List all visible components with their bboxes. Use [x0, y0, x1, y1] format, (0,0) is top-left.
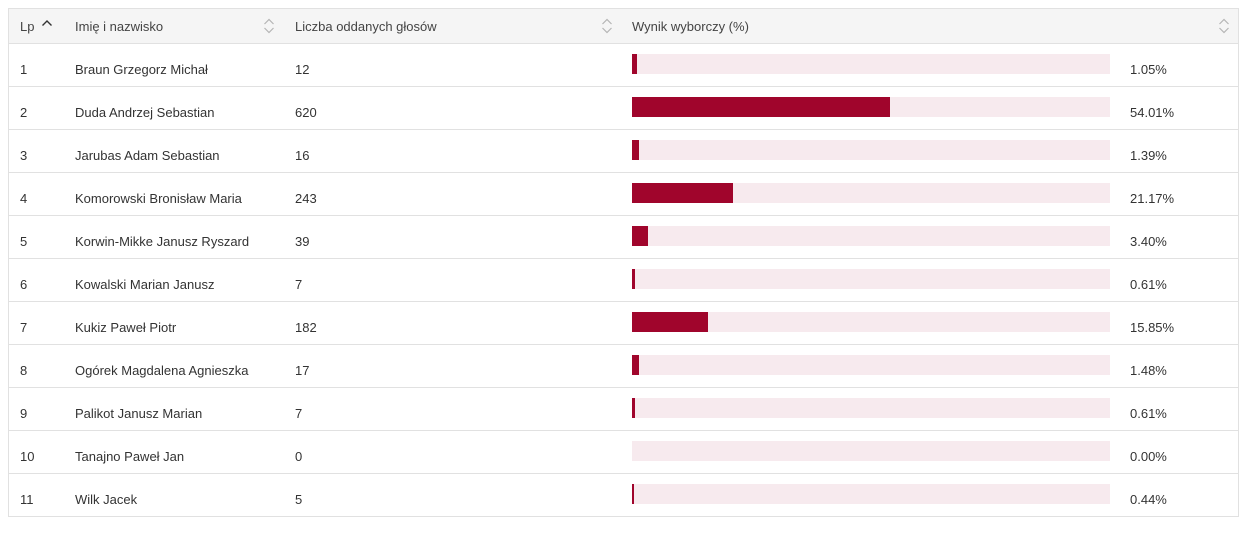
result-bar-track	[632, 140, 1110, 160]
candidate-name: Palikot Janusz Marian	[75, 406, 203, 421]
result-bar-track	[632, 355, 1110, 375]
result-percent: 1.05%	[1130, 62, 1167, 77]
table-row: 9 Palikot Janusz Marian 7 0.61%	[9, 388, 1238, 431]
results-table: Lp Imię i nazwisko Liczba oddanych głosó…	[8, 8, 1239, 517]
vote-count: 5	[295, 492, 303, 507]
column-header-lp[interactable]: Lp	[9, 9, 65, 43]
result-percent: 1.39%	[1130, 148, 1167, 163]
vote-count: 243	[295, 191, 317, 206]
result-bar-fill	[632, 269, 635, 289]
row-lp: 5	[20, 234, 28, 249]
vote-count: 39	[295, 234, 310, 249]
result-bar-fill	[632, 140, 639, 160]
result-bar-track	[632, 183, 1110, 203]
result-percent: 0.61%	[1130, 406, 1167, 421]
vote-count: 0	[295, 449, 303, 464]
row-lp: 7	[20, 320, 28, 335]
table-row: 11 Wilk Jacek 5 0.44%	[9, 474, 1238, 517]
table-row: 3 Jarubas Adam Sebastian 16 1.39%	[9, 130, 1238, 173]
result-percent: 21.17%	[1130, 191, 1175, 206]
column-header-lp-label: Lp	[20, 18, 35, 34]
table-row: 4 Komorowski Bronisław Maria 243 21.17%	[9, 173, 1238, 216]
result-bar-fill	[632, 226, 649, 246]
column-header-result-label: Wynik wyborczy (%)	[632, 18, 749, 34]
result-bar-fill	[632, 398, 635, 418]
result-bar-track	[632, 54, 1110, 74]
result-bar-fill	[632, 312, 708, 332]
column-header-votes[interactable]: Liczba oddanych głosów	[285, 9, 623, 43]
column-header-votes-label: Liczba oddanych głosów	[295, 18, 437, 34]
column-header-result[interactable]: Wynik wyborczy (%)	[623, 9, 1239, 43]
table-row: 6 Kowalski Marian Janusz 7 0.61%	[9, 259, 1238, 302]
result-bar-fill	[632, 484, 635, 504]
sort-updown-icon	[1219, 18, 1229, 34]
sort-updown-icon	[264, 18, 274, 34]
vote-count: 7	[295, 277, 303, 292]
result-bar-track	[632, 441, 1110, 461]
candidate-name: Ogórek Magdalena Agnieszka	[75, 363, 249, 378]
result-bar-fill	[632, 183, 734, 203]
result-bar-fill	[632, 355, 640, 375]
table-body: 1 Braun Grzegorz Michał 12 1.05% 2 Duda Andrz…	[9, 44, 1238, 517]
result-percent: 0.44%	[1130, 492, 1167, 507]
candidate-name: Jarubas Adam Sebastian	[75, 148, 220, 163]
candidate-name: Wilk Jacek	[75, 492, 138, 507]
column-header-name[interactable]: Imię i nazwisko	[65, 9, 285, 43]
table-header: Lp Imię i nazwisko Liczba oddanych głosó…	[9, 9, 1238, 44]
candidate-name: Kukiz Paweł Piotr	[75, 320, 177, 335]
vote-count: 620	[295, 105, 317, 120]
vote-count: 16	[295, 148, 310, 163]
candidate-name: Duda Andrzej Sebastian	[75, 105, 215, 120]
result-bar-track	[632, 312, 1110, 332]
result-percent: 0.00%	[1130, 449, 1167, 464]
result-percent: 54.01%	[1130, 105, 1175, 120]
chevron-up-icon	[42, 20, 53, 26]
result-percent: 15.85%	[1130, 320, 1175, 335]
result-percent: 3.40%	[1130, 234, 1167, 249]
row-lp: 3	[20, 148, 28, 163]
row-lp: 8	[20, 363, 28, 378]
table-row: 10 Tanajno Paweł Jan 0 0.00%	[9, 431, 1238, 474]
row-lp: 2	[20, 105, 28, 120]
table-row: 2 Duda Andrzej Sebastian 620 54.01%	[9, 87, 1238, 130]
candidate-name: Tanajno Paweł Jan	[75, 449, 185, 464]
vote-count: 182	[295, 320, 317, 335]
result-percent: 1.48%	[1130, 363, 1167, 378]
candidate-name: Korwin-Mikke Janusz Ryszard	[75, 234, 250, 249]
vote-count: 17	[295, 363, 310, 378]
result-bar-fill	[632, 54, 638, 74]
result-bar-track	[632, 97, 1110, 117]
table-row: 5 Korwin-Mikke Janusz Ryszard 39 3.40%	[9, 216, 1238, 259]
column-header-name-label: Imię i nazwisko	[75, 18, 164, 34]
row-lp: 10	[20, 449, 35, 464]
vote-count: 7	[295, 406, 303, 421]
vote-count: 12	[295, 62, 310, 77]
candidate-name: Komorowski Bronisław Maria	[75, 191, 242, 206]
result-bar-track	[632, 269, 1110, 289]
row-lp: 1	[20, 62, 28, 77]
row-lp: 4	[20, 191, 28, 206]
row-lp: 9	[20, 406, 28, 421]
table-row: 8 Ogórek Magdalena Agnieszka 17 1.48%	[9, 345, 1238, 388]
row-lp: 6	[20, 277, 28, 292]
candidate-name: Kowalski Marian Janusz	[75, 277, 215, 292]
row-lp: 11	[20, 492, 34, 507]
result-bar-fill	[632, 97, 891, 117]
table-row: 7 Kukiz Paweł Piotr 182 15.85%	[9, 302, 1238, 345]
result-bar-track	[632, 484, 1110, 504]
result-bar-track	[632, 226, 1110, 246]
sort-updown-icon	[602, 18, 612, 34]
result-bar-track	[632, 398, 1110, 418]
table-row: 1 Braun Grzegorz Michał 12 1.05%	[9, 44, 1238, 87]
candidate-name: Braun Grzegorz Michał	[75, 62, 208, 77]
result-percent: 0.61%	[1130, 277, 1167, 292]
